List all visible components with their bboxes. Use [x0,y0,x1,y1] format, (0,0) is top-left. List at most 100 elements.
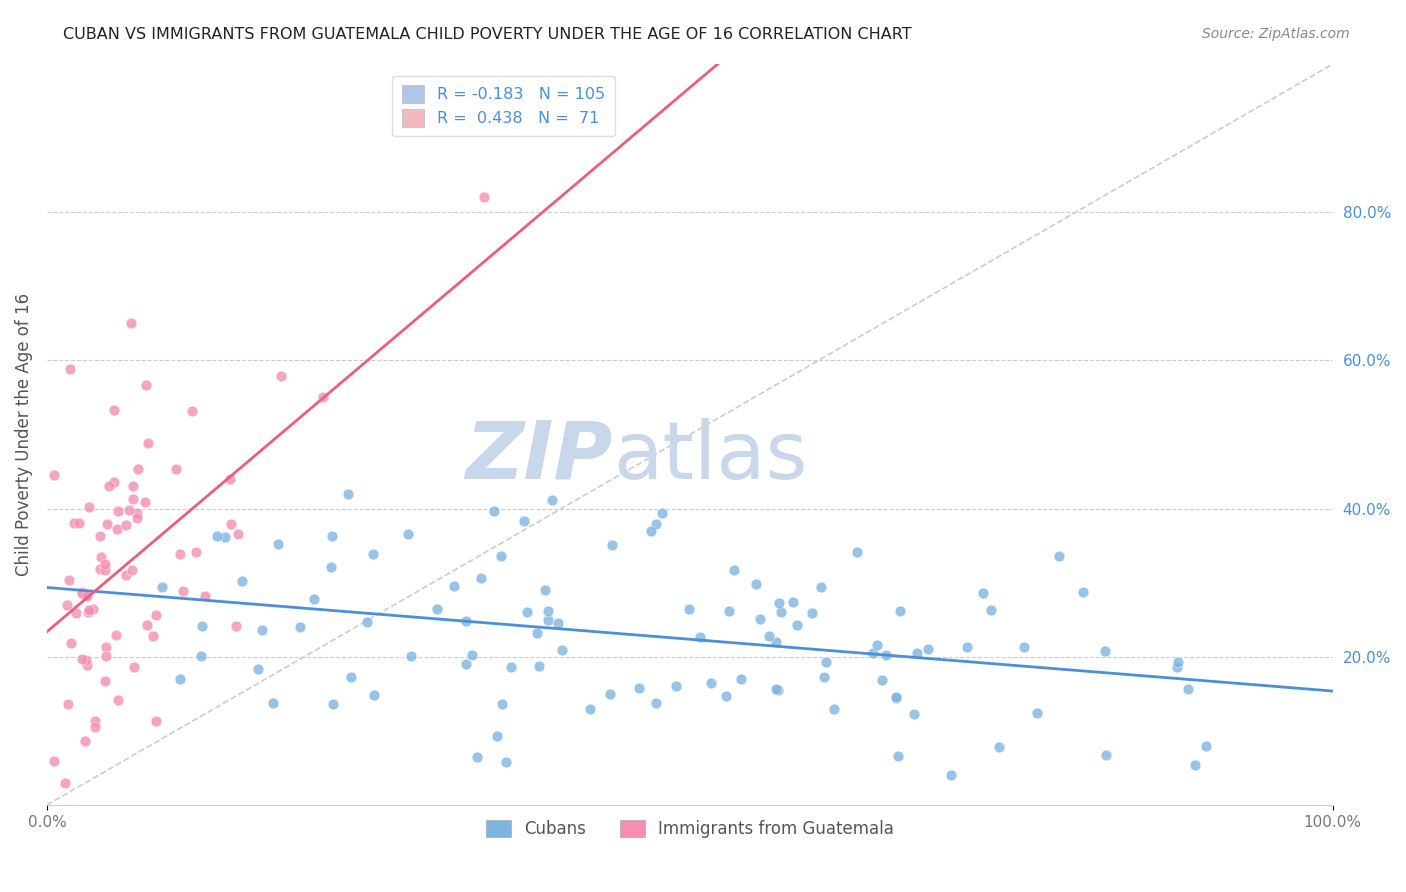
Point [105,628,128,642]
Point [730,672,752,686]
Point [90,550,112,565]
Point [267,537,290,551]
Legend: Cubans, Immigrants from Guatemala: Cubans, Immigrants from Guatemala [479,814,900,845]
Point [304,592,326,607]
Point [513,514,536,528]
Point [135,618,157,632]
Point [551,642,574,657]
Point [193,589,215,603]
Point [169,672,191,686]
Point [82,602,104,616]
Point [76,589,98,603]
Point [142,629,165,643]
Point [184,545,207,559]
Point [748,612,770,626]
Point [499,660,522,674]
Point [150,581,173,595]
Point [426,602,449,616]
Point [44,468,66,483]
Point [77,500,100,515]
Point [717,604,740,618]
Point [401,648,423,663]
Point [516,605,538,619]
Point [534,583,557,598]
Point [107,504,129,518]
Point [96,648,118,663]
Point [56,697,79,711]
Point [118,503,141,517]
Text: CUBAN VS IMMIGRANTS FROM GUATEMALA CHILD POVERTY UNDER THE AGE OF 16 CORRELATION: CUBAN VS IMMIGRANTS FROM GUATEMALA CHILD… [63,27,912,42]
Point [486,729,509,743]
Point [547,615,569,630]
Point [396,527,419,541]
Point [42,755,65,769]
Point [65,606,87,620]
Point [782,595,804,609]
Point [121,491,143,506]
Point [103,402,125,417]
Text: Source: ZipAtlas.com: Source: ZipAtlas.com [1202,27,1350,41]
Point [765,635,787,649]
Point [270,369,292,384]
Point [537,613,560,627]
Point [322,698,344,712]
Point [845,545,868,559]
Point [226,527,249,541]
Point [205,529,228,543]
Point [1073,584,1095,599]
Point [98,479,121,493]
Point [810,580,832,594]
Point [456,614,478,628]
Point [491,697,513,711]
Point [645,696,668,710]
Point [214,531,236,545]
Point [678,602,700,616]
Point [460,648,482,662]
Point [319,559,342,574]
Point [866,639,889,653]
Point [262,696,284,710]
Point [765,682,787,697]
Point [105,522,128,536]
Point [470,571,492,585]
Point [127,511,149,525]
Point [121,563,143,577]
Point [723,563,745,577]
Point [172,583,194,598]
Point [89,529,111,543]
Point [541,493,564,508]
Point [75,734,97,748]
Point [190,648,212,663]
Point [644,516,666,531]
Point [58,573,80,587]
Point [121,479,143,493]
Point [602,538,624,552]
Point [1166,660,1188,674]
Point [1194,739,1216,753]
Point [165,462,187,476]
Point [599,687,621,701]
Point [640,524,662,538]
Point [94,557,117,571]
Point [135,378,157,392]
Point [884,690,907,705]
Point [114,517,136,532]
Point [124,660,146,674]
Point [70,585,93,599]
Point [472,190,495,204]
Point [875,648,897,662]
Point [870,673,893,688]
Text: atlas: atlas [613,417,807,496]
Point [651,506,673,520]
Point [134,495,156,509]
Point [980,603,1002,617]
Point [76,605,98,619]
Point [127,461,149,475]
Point [884,690,907,704]
Point [628,681,651,696]
Point [312,390,335,404]
Point [231,574,253,589]
Point [63,516,86,530]
Point [758,629,780,643]
Point [218,472,240,486]
